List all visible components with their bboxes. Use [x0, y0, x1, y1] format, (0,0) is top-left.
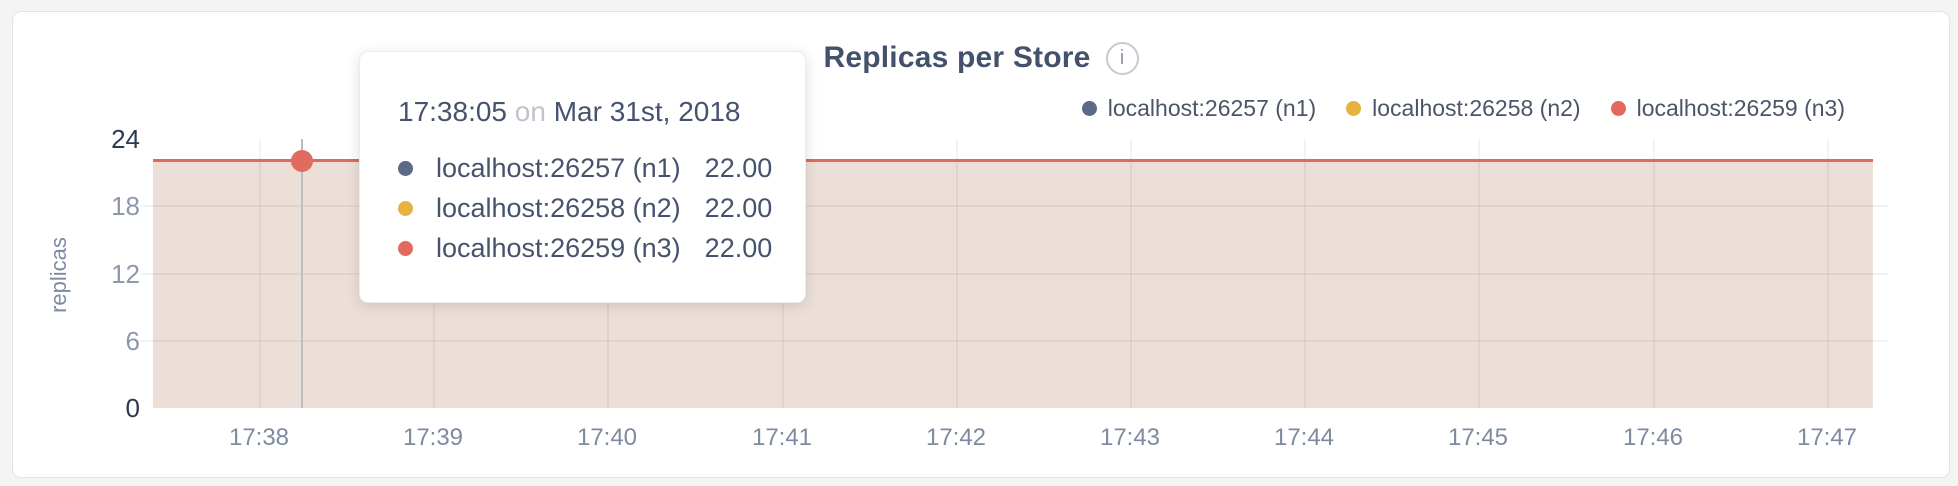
tooltip-timestamp: 17:38:05 on Mar 31st, 2018: [398, 96, 765, 128]
chart-header: Replicas per Store i: [13, 39, 1949, 77]
x-tick: 17:43: [1099, 424, 1161, 451]
tooltip-row-n1: localhost:26257 (n1) 22.00: [398, 148, 772, 188]
gridline: [1304, 139, 1306, 408]
series-dot-icon: [398, 200, 413, 216]
x-tick: 17:40: [576, 424, 638, 451]
gridline: [1827, 139, 1829, 408]
y-tick: 6: [125, 326, 140, 356]
series-dot-icon: [398, 160, 413, 176]
gridline: [1653, 139, 1655, 408]
gridline: [956, 139, 958, 408]
series-line-22-replicas: [153, 159, 1873, 162]
tooltip-series-label: localhost:26259 (n3): [436, 232, 681, 263]
x-tick: 17:38: [228, 424, 290, 451]
y-tick: 18: [111, 191, 140, 221]
legend-label: localhost:26257 (n1): [1107, 95, 1317, 121]
chart-legend: localhost:26257 (n1) localhost:26258 (n2…: [1081, 95, 1845, 122]
chart-card: Replicas per Store i localhost:26257 (n1…: [12, 11, 1950, 478]
series-dot-icon: [398, 240, 413, 256]
x-tick: 17:42: [925, 424, 987, 451]
gridline: [1478, 139, 1480, 408]
x-tick: 17:46: [1622, 424, 1684, 451]
hover-crosshair-line: [301, 139, 303, 408]
gridline: [141, 205, 1888, 207]
gridline: [259, 139, 261, 408]
tooltip-date: Mar 31st, 2018: [553, 96, 741, 127]
y-tick: 12: [111, 259, 140, 289]
y-tick: 24: [111, 124, 140, 154]
info-icon[interactable]: i: [1105, 41, 1139, 75]
legend-item-n2[interactable]: localhost:26258 (n2): [1346, 95, 1581, 122]
gridline: [141, 340, 1888, 342]
legend-item-n3[interactable]: localhost:26259 (n3): [1610, 95, 1845, 122]
x-tick: 17:41: [751, 424, 813, 451]
x-tick: 17:47: [1796, 424, 1858, 451]
tooltip-series-label: localhost:26257 (n1): [436, 152, 681, 183]
gridline: [1130, 139, 1132, 408]
tooltip-series-label: localhost:26258 (n2): [436, 192, 681, 223]
tooltip-time: 17:38:05: [398, 96, 507, 127]
legend-dot-icon: [1081, 101, 1097, 116]
legend-dot-icon: [1346, 101, 1362, 116]
tooltip-series-value: 22.00: [704, 192, 773, 223]
hover-point-dot: [291, 150, 313, 172]
gridline: [141, 273, 1888, 275]
tooltip-series-value: 22.00: [704, 232, 773, 263]
legend-label: localhost:26258 (n2): [1372, 95, 1581, 121]
hover-tooltip: 17:38:05 on Mar 31st, 2018 localhost:262…: [359, 51, 806, 303]
x-tick: 17:39: [402, 424, 464, 451]
x-tick: 17:44: [1273, 424, 1335, 451]
x-tick: 17:45: [1447, 424, 1509, 451]
tooltip-series-value: 22.00: [704, 152, 773, 183]
tooltip-on-word: on: [514, 96, 546, 127]
tooltip-row-n3: localhost:26259 (n3) 22.00: [398, 228, 772, 268]
x-axis-ticks: 17:38 17:39 17:40 17:41 17:42 17:43 17:4…: [153, 424, 1888, 454]
tooltip-row-n2: localhost:26258 (n2) 22.00: [398, 188, 772, 228]
legend-label: localhost:26259 (n3): [1636, 95, 1845, 121]
legend-dot-icon: [1610, 101, 1626, 116]
y-tick: 0: [125, 393, 140, 423]
legend-item-n1[interactable]: localhost:26257 (n1): [1081, 95, 1317, 122]
chart-title: Replicas per Store: [823, 41, 1091, 74]
